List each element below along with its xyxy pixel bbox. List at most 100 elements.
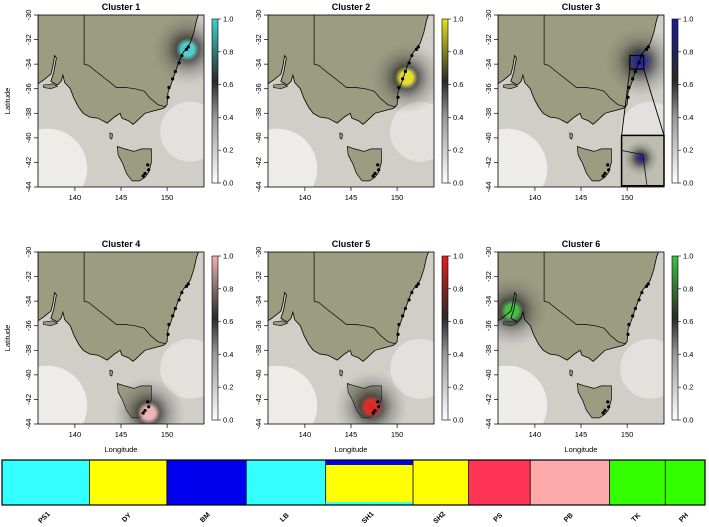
x-tick-label: 150 [161,193,174,202]
population-ps1: PS1 [1,459,90,525]
coastline [268,252,429,362]
colorbar-tick-label: 0.8 [683,284,693,293]
y-tick-label: -30 [24,10,33,21]
coastline [268,15,429,125]
population-label: DY [121,512,133,524]
sample-site [416,45,420,49]
colorbar-tick-label: 0.8 [223,47,233,56]
sample-site [371,174,375,178]
population-bar [664,459,706,506]
colorbar-tick-label: 0.4 [453,350,463,359]
colorbar-tick-label: 0.6 [453,317,463,326]
sample-site [184,284,189,288]
population-bar [468,459,531,506]
y-tick-label: -38 [24,108,33,119]
panel-cluster-4: Cluster 4 140 145 150 -30 -32 -34 -36 -38 -40 -42 -… [3,239,233,454]
sample-site [646,45,650,49]
inset-connector [643,68,665,136]
x-tick-label: 145 [345,430,358,439]
sample-site [396,332,400,336]
y-tick-label: -40 [484,132,493,143]
population-label: LB [279,512,291,524]
sample-site [371,411,375,415]
population-label: PS1 [37,511,51,525]
king-island [109,132,114,140]
x-tick-label: 140 [299,193,312,202]
y-tick-label: -34 [24,296,33,307]
x-tick-label: 150 [621,430,634,439]
coastline [38,252,199,362]
panel-cluster-1: Cluster 1 140 145 150 -30 -32 -34 -36 -38 -40 -42 -… [3,2,233,202]
colorbar-tick-label: 1.0 [453,15,463,24]
y-tick-label: -36 [24,83,33,94]
sample-site [637,298,641,302]
sample-site [403,69,408,74]
colorbar-tick-label: 0.2 [683,146,693,155]
y-tick-label: -34 [484,59,493,70]
x-tick-label: 140 [69,430,82,439]
y-tick-label: -36 [254,83,263,94]
panel-cluster-3: Cluster 3 140 145 150 -30 -32 -34 -36 -38 -40 -42 -… [484,2,693,202]
cluster-panels: Cluster 1 140 145 150 -30 -32 -34 -36 -38 -40 -42 -… [3,2,693,454]
colorbar-tick-label: 1.0 [223,15,233,24]
kangaroo-island [503,83,519,90]
population-bar [89,459,168,506]
population-bar [1,459,90,506]
population-label: PH [678,512,690,524]
inset-coast [621,150,648,186]
panel-cluster-2: Cluster 2 140 145 150 -30 -32 -34 -36 -38 -40 -42 -… [254,2,463,202]
inset-marker [629,54,645,70]
y-tick-label: -38 [484,345,493,356]
x-tick-label: 150 [391,193,404,202]
colorbar [211,255,219,421]
surface-lobe [498,128,548,187]
sample-site [173,69,178,74]
y-tick-label: -38 [24,345,33,356]
y-tick-label: -30 [254,10,263,21]
y-tick-label: -36 [24,320,33,331]
colorbar [441,18,449,184]
cluster-peak [498,274,548,347]
cluster-peak [604,25,664,98]
panel-cluster-5: Cluster 5 140 145 150 -30 -32 -34 -36 -38 -40 -42 -… [254,239,463,454]
surface-lobe [268,128,318,187]
sample-site [146,400,150,404]
y-tick-label: -32 [484,34,493,45]
y-tick-label: -36 [484,83,493,94]
coastline [38,15,199,125]
sample-site [414,284,419,288]
sample-site [186,282,190,286]
population-lb: LB [245,459,327,524]
x-tick-label: 140 [299,430,312,439]
sample-site [606,163,610,167]
colorbar-tick-label: 0.4 [453,113,463,122]
y-tick-label: -38 [484,108,493,119]
sample-site [147,168,151,172]
sample-site [640,290,644,295]
sample-site [633,306,638,311]
population-bar [529,459,611,506]
surface-lobe [390,338,434,399]
panel-title: Cluster 4 [102,239,141,249]
colorbar-tick-label: 0.0 [453,179,463,188]
sample-site [180,53,184,58]
population-label: TK [631,512,643,524]
x-axis-label: Longitude [565,445,598,454]
surface-lobe [38,365,88,424]
y-tick-label: -30 [254,247,263,258]
kangaroo-island [273,320,289,327]
y-tick-label: -32 [254,271,263,282]
colorbar-tick-label: 0.0 [453,416,463,425]
king-island [569,369,574,377]
sample-site [166,95,170,99]
y-tick-label: -42 [254,394,263,405]
y-tick-label: -32 [24,271,33,282]
colorbar-tick-label: 0.4 [223,113,233,122]
sample-site [603,171,607,176]
king-island [339,132,344,140]
y-tick-label: -30 [484,247,493,258]
sample-site [601,411,605,415]
sample-site [143,408,147,413]
sample-site [606,400,610,404]
